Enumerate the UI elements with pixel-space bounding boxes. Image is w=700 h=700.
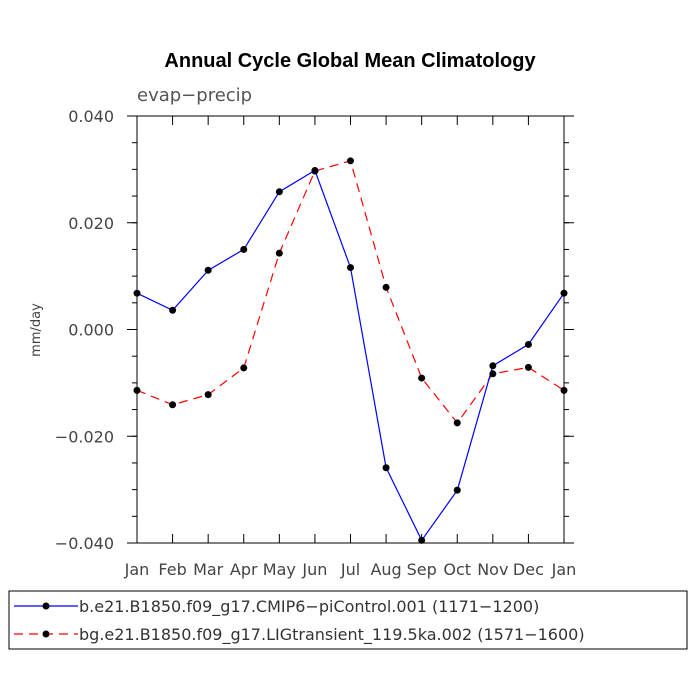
- x-tick-label: Oct: [443, 560, 471, 579]
- chart-title: Annual Cycle Global Mean Climatology: [164, 50, 536, 72]
- data-point-series-2: [560, 386, 568, 394]
- y-tick-label: −0.040: [55, 534, 114, 553]
- data-point-series-2: [311, 167, 319, 175]
- data-point-series-2: [275, 249, 283, 257]
- data-point-series-1: [382, 464, 390, 472]
- data-point-series-1: [489, 362, 497, 370]
- x-tick-label: Sep: [407, 560, 437, 579]
- chart-subtitle: evap−precip: [137, 85, 252, 106]
- plot-frame: [136, 115, 565, 544]
- x-tick-label: Feb: [158, 560, 186, 579]
- legend-marker-2: [42, 630, 50, 638]
- data-point-series-1: [240, 245, 248, 253]
- data-point-series-1: [453, 486, 461, 494]
- legend-box: [8, 590, 688, 650]
- x-tick-label: Mar: [193, 560, 224, 579]
- data-point-series-2: [489, 370, 497, 378]
- data-point-series-1: [275, 188, 283, 196]
- data-point-series-2: [347, 157, 354, 165]
- legend: b.e21.B1850.f09_g17.CMIP6−piControl.001 …: [8, 590, 688, 650]
- data-point-series-1: [204, 266, 212, 274]
- x-tick-label: Apr: [230, 560, 258, 579]
- x-tick-label: Jun: [301, 560, 327, 579]
- data-point-series-2: [453, 419, 461, 427]
- y-tick-label: 0.040: [68, 107, 114, 126]
- data-point-series-1: [133, 289, 141, 297]
- x-tick-label: Jul: [340, 560, 360, 579]
- y-tick-label: −0.020: [55, 427, 114, 446]
- x-tick-label: Dec: [513, 560, 544, 579]
- x-tick-label: Aug: [370, 560, 401, 579]
- legend-marker-1: [42, 602, 50, 610]
- data-point-series-1: [169, 306, 177, 314]
- data-point-series-2: [382, 283, 390, 291]
- data-point-series-2: [169, 401, 177, 409]
- y-tick-label: 0.000: [68, 321, 114, 340]
- plot-area: Jan Feb Mar Apr May Jun Jul Aug Sep Oct Nov Dec Jan−…: [55, 107, 577, 579]
- legend-label-2: bg.e21.B1850.f09_g17.LIGtransient_119.5k…: [79, 625, 585, 645]
- data-point-series-2: [133, 386, 141, 394]
- data-point-series-2: [524, 363, 532, 371]
- data-point-series-1: [347, 264, 354, 272]
- series-line-1: [136, 169, 565, 542]
- series-line-2: [136, 160, 565, 424]
- y-axis-label: mm/day: [29, 303, 44, 357]
- x-tick-label: May: [263, 560, 296, 579]
- y-tick-label: 0.020: [68, 214, 114, 233]
- legend-label-1: b.e21.B1850.f09_g17.CMIP6−piControl.001 …: [79, 597, 539, 617]
- data-point-series-2: [204, 391, 212, 399]
- x-tick-label: Jan: [551, 560, 577, 579]
- data-point-series-2: [240, 364, 248, 372]
- data-point-series-1: [418, 536, 426, 544]
- x-tick-label: Jan: [124, 560, 150, 579]
- data-point-series-2: [418, 374, 426, 382]
- data-point-series-1: [524, 340, 532, 348]
- x-tick-label: Nov: [477, 560, 508, 579]
- data-point-series-1: [560, 289, 568, 297]
